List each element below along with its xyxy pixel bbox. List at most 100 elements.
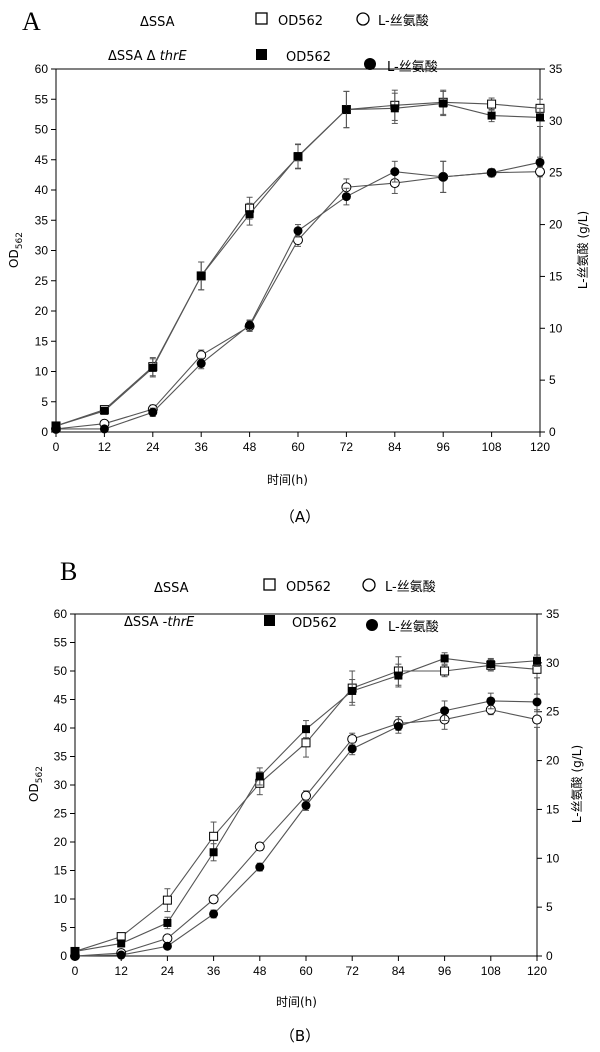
- panel-a-y2-tick-label: 20: [549, 218, 563, 232]
- legend-a-square-filled: [256, 49, 267, 60]
- panel-a-y-tick-label: 55: [35, 92, 49, 106]
- panel-a-point-circle-filled: [342, 192, 351, 201]
- panel-b-strain2-prefix: ΔSSA -: [124, 615, 168, 630]
- panel-a-letter: A: [22, 7, 41, 36]
- panel-a-strain2: ΔSSA Δ thrE: [108, 49, 187, 64]
- panel-b-y2-tick-label: 15: [546, 802, 560, 816]
- panel-a-plot-frame: [56, 69, 540, 432]
- panel-b-point-circle-open: [209, 895, 218, 904]
- panel-a-point-square-filled: [100, 407, 108, 415]
- panel-b-y2-tick-label: 5: [546, 900, 553, 914]
- panel-b-x-tick-label: 60: [299, 964, 313, 978]
- panel-a-point-circle-filled: [245, 321, 254, 330]
- panel-a-y-tick-label: 10: [35, 365, 49, 379]
- panel-a-y2-tick-label: 10: [549, 321, 563, 335]
- panel-b-point-circle-filled: [533, 697, 542, 706]
- panel-a-y-tick-label: 20: [35, 304, 49, 318]
- panel-a-x-tick-label: 60: [291, 440, 305, 454]
- legend-b-circle-filled: [366, 619, 378, 631]
- panel-a-x-tick-label: 0: [53, 440, 60, 454]
- panel-a-y2label: L-丝氨酸 (g/L): [575, 211, 590, 289]
- panel-b-point-square-filled: [487, 660, 495, 668]
- panel-a-point-square-filled: [488, 112, 496, 120]
- panel-b-y2-tick-label: 20: [546, 754, 560, 768]
- panel-b-point-circle-filled: [117, 951, 126, 960]
- panel-a-y-tick-label: 0: [41, 425, 48, 439]
- panel-b-point-circle-filled: [440, 706, 449, 715]
- legend-b-ser-1: L-丝氨酸: [385, 580, 436, 595]
- panel-a-point-circle-filled: [439, 172, 448, 181]
- panel-b-point-circle-filled: [71, 952, 80, 961]
- panel-a-point-square-filled: [197, 272, 205, 280]
- panel-a-y2-tick-label: 5: [549, 373, 556, 387]
- panel-b-x-tick-label: 120: [527, 964, 547, 978]
- panel-b-point-square-filled: [348, 687, 356, 695]
- panel-b-point-circle-filled: [209, 909, 218, 918]
- panel-b-y2-tick-label: 25: [546, 705, 560, 719]
- panel-a-strain2-gene: thrE: [160, 49, 188, 64]
- panel-b-y-tick-label: 30: [54, 778, 68, 792]
- panel-a-point-square-open: [488, 100, 496, 108]
- panel-b-y-tick-label: 35: [54, 750, 68, 764]
- panel-b-y2-tick-label: 30: [546, 656, 560, 670]
- panel-a-xlabel: 时间(h): [267, 473, 308, 487]
- panel-a-point-circle-filled: [294, 226, 303, 235]
- panel-b-point-circle-filled: [486, 696, 495, 705]
- panel-a-point-circle-filled: [536, 158, 545, 167]
- panel-a-series-line-2: [56, 172, 540, 429]
- panel-b-strain1: ΔSSA: [154, 581, 189, 596]
- panel-a-x-tick-label: 12: [98, 440, 112, 454]
- panel-b-y2-tick-label: 0: [546, 949, 553, 963]
- legend-a-square-open: [256, 13, 267, 24]
- panel-b-x-tick-label: 24: [161, 964, 175, 978]
- panel-b-point-circle-filled: [255, 863, 264, 872]
- legend-b-od-2: OD562: [292, 616, 337, 631]
- panel-a-point-square-filled: [246, 210, 254, 218]
- legend-a-circle-filled: [364, 58, 376, 70]
- panel-b-point-square-open: [210, 832, 218, 840]
- panel-b-point-square-filled: [394, 672, 402, 680]
- panel-a: A ΔSSA ΔSSA Δ thrE OD562 L-丝氨酸 OD562 L-丝…: [7, 7, 590, 526]
- panel-b-point-circle-open: [348, 735, 357, 744]
- panel-a-y-tick-label: 15: [35, 334, 49, 348]
- panel-a-point-circle-filled: [487, 168, 496, 177]
- panel-a-plot: 0122436486072849610812005101520253035404…: [35, 62, 563, 454]
- panel-b-point-square-filled: [302, 725, 310, 733]
- panel-b-point-circle-filled: [302, 801, 311, 810]
- panel-a-y-tick-label: 5: [41, 395, 48, 409]
- panel-a-x-tick-label: 96: [437, 440, 451, 454]
- legend-a-circle-open: [357, 13, 369, 25]
- panel-a-point-circle-filled: [100, 424, 109, 433]
- panel-b-point-square-filled: [163, 919, 171, 927]
- panel-a-point-circle-filled: [52, 424, 61, 433]
- panel-a-point-square-filled: [391, 104, 399, 112]
- panel-b-point-circle-filled: [163, 942, 172, 951]
- panel-a-x-tick-label: 120: [530, 440, 550, 454]
- panel-a-strain2-prefix: ΔSSA Δ: [108, 49, 160, 64]
- panel-b-caption: （B）: [280, 1027, 320, 1045]
- panel-a-point-square-filled: [149, 364, 157, 372]
- panel-a-point-square-filled: [342, 106, 350, 114]
- legend-a-od-1: OD562: [278, 14, 323, 29]
- panel-b-point-square-filled: [533, 657, 541, 665]
- panel-a-point-square-filled: [294, 152, 302, 160]
- panel-a-y2-tick-label: 0: [549, 425, 556, 439]
- panel-b-strain2-gene: thrE: [167, 615, 195, 630]
- panel-b-x-tick-label: 48: [253, 964, 267, 978]
- panel-b-point-square-filled: [210, 848, 218, 856]
- panel-b-x-tick-label: 12: [115, 964, 129, 978]
- panel-b-y-tick-label: 50: [54, 664, 68, 678]
- panel-a-point-square-filled: [536, 113, 544, 121]
- panel-b-y2-tick-label: 10: [546, 851, 560, 865]
- panel-b-ylabel: OD562: [27, 766, 45, 802]
- legend-b-square-open: [264, 579, 275, 590]
- panel-b-y-tick-label: 25: [54, 807, 68, 821]
- panel-a-y-tick-label: 50: [35, 123, 49, 137]
- panel-b-point-circle-filled: [394, 722, 403, 731]
- legend-b-square-filled: [264, 615, 275, 626]
- legend-a-ser-2: L-丝氨酸: [387, 60, 438, 75]
- panel-a-y-tick-label: 35: [35, 213, 49, 227]
- legend-b-ser-2: L-丝氨酸: [388, 620, 439, 635]
- legend-b-od-1: OD562: [286, 580, 331, 595]
- panel-b-plot-frame: [75, 614, 537, 956]
